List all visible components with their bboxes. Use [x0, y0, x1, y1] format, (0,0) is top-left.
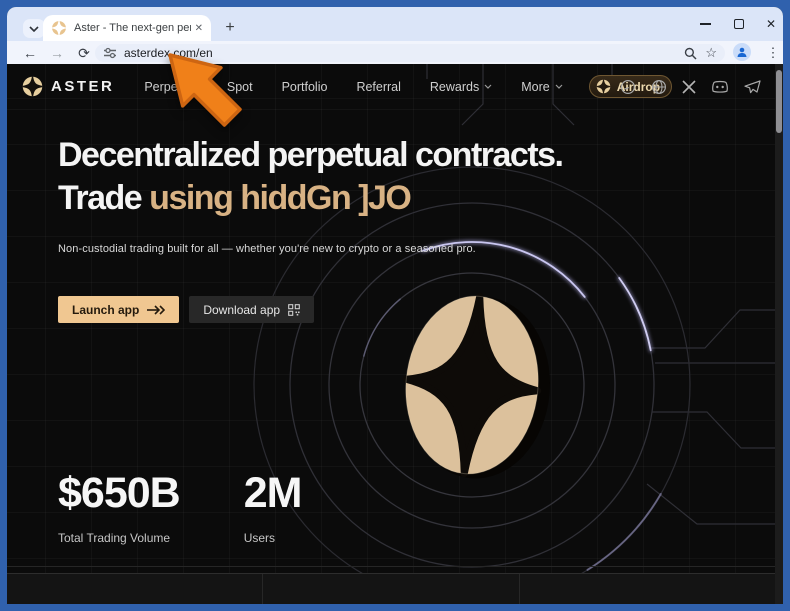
- browser-tab[interactable]: Aster - The next-gen perp DEX ✕: [43, 15, 211, 41]
- aster-coin-icon: [596, 79, 611, 94]
- new-tab-button[interactable]: +: [225, 19, 235, 36]
- url-bar[interactable]: asterdex.com/en ☆: [95, 44, 725, 62]
- back-button[interactable]: ←: [23, 45, 37, 61]
- zoom-icon[interactable]: [684, 47, 697, 60]
- qr-code-icon: [288, 303, 300, 316]
- minimize-icon: [699, 23, 711, 25]
- x-twitter-icon[interactable]: [682, 80, 696, 94]
- circuit-lines: [426, 64, 775, 525]
- stat-users: 2M Users: [243, 469, 303, 545]
- airdrop-label: Airdrop: [616, 79, 661, 94]
- nav-item-rewards[interactable]: Rewards: [430, 80, 492, 94]
- site-settings-icon[interactable]: [103, 47, 117, 59]
- download-app-label: Download app: [203, 302, 281, 317]
- section-divider: [7, 566, 775, 567]
- window-minimize-button[interactable]: [689, 7, 721, 41]
- download-app-button[interactable]: Download app: [189, 296, 315, 323]
- pointer-arrow-annotation: [168, 53, 242, 127]
- launch-app-button[interactable]: Launch app: [58, 296, 180, 323]
- hero-line2-prefix: Trade: [58, 179, 150, 217]
- hero-heading-line1: Decentralized perpetual contracts.: [58, 136, 564, 174]
- site-navbar: ASTER Perpetual Spot Portfolio Referral …: [7, 64, 775, 110]
- browser-window: Aster - The next-gen perp DEX ✕ + ✕ ← → …: [7, 7, 783, 604]
- ticker-cell: [520, 574, 775, 604]
- stat-label: Users: [243, 531, 276, 545]
- maximize-icon: [734, 19, 744, 29]
- aster-favicon: [52, 21, 66, 35]
- ticker-band: [7, 573, 775, 604]
- nav-item-portfolio[interactable]: Portfolio: [281, 79, 328, 94]
- tab-close-icon[interactable]: ✕: [194, 22, 203, 34]
- airdrop-button[interactable]: Airdrop: [588, 75, 673, 98]
- tab-search-button[interactable]: [23, 19, 45, 38]
- chevron-down-icon: [484, 84, 492, 89]
- stat-value: $650B: [58, 469, 181, 517]
- nav-item-more[interactable]: More: [521, 79, 563, 94]
- hero-subtitle: Non-custodial trading built for all — wh…: [58, 243, 476, 255]
- page-viewport: ASTER Perpetual Spot Portfolio Referral …: [7, 64, 783, 604]
- launch-app-label: Launch app: [72, 302, 140, 317]
- nav-item-spot[interactable]: Spot: [226, 79, 253, 94]
- nav-items: Perpetual Spot Portfolio Referral Reward…: [144, 79, 563, 94]
- coin-graphic: [402, 292, 550, 479]
- ticker-cell: [263, 574, 520, 604]
- profile-avatar[interactable]: [733, 43, 751, 61]
- stat-label: Total Trading Volume: [58, 531, 171, 545]
- page-scrollbar[interactable]: [775, 64, 783, 604]
- scrollbar-thumb[interactable]: [776, 70, 782, 133]
- browser-toolbar: ← → ⟳ asterdex.com/en ☆: [7, 41, 783, 64]
- browser-menu-icon[interactable]: ⋮: [766, 45, 780, 60]
- aster-logo-icon: [22, 76, 43, 97]
- hero-heading-line2: Trade using hiddGn ]JO: [58, 177, 563, 220]
- nav-item-referral[interactable]: Referral: [356, 79, 401, 94]
- tab-title: Aster - The next-gen perp DEX: [74, 22, 191, 34]
- hero-line2-accent: using hiddGn ]JO: [149, 179, 412, 217]
- chevron-down-icon: [29, 25, 39, 32]
- aster-logo[interactable]: ASTER: [22, 76, 114, 97]
- hero-heading: Decentralized perpetual contracts. Trade…: [58, 134, 564, 220]
- nav-item-label: More: [521, 79, 550, 94]
- bookmark-star-icon[interactable]: ☆: [705, 45, 717, 60]
- person-icon: [737, 47, 747, 57]
- hero-buttons: Launch app Download app: [58, 296, 315, 323]
- chevron-down-icon: [555, 84, 563, 89]
- forward-button[interactable]: →: [50, 45, 64, 61]
- coinmarketcap-icon[interactable]: [620, 79, 636, 95]
- ticker-cell: [7, 574, 264, 604]
- url-text[interactable]: asterdex.com/en: [124, 46, 213, 60]
- window-close-button[interactable]: ✕: [765, 17, 777, 31]
- stat-value: 2M: [243, 469, 303, 517]
- arrow-right-icon: [147, 304, 166, 315]
- nav-item-label: Rewards: [429, 79, 480, 94]
- discord-icon[interactable]: [711, 80, 729, 94]
- social-links: [620, 64, 761, 110]
- globe-language-icon[interactable]: [651, 79, 667, 95]
- reload-button[interactable]: ⟳: [78, 45, 90, 61]
- aster-homepage: ASTER Perpetual Spot Portfolio Referral …: [7, 64, 775, 604]
- telegram-icon[interactable]: [744, 79, 761, 95]
- window-maximize-button[interactable]: [723, 7, 755, 41]
- stat-volume: $650B Total Trading Volume: [58, 469, 181, 545]
- stats-row: $650B Total Trading Volume 2M Users: [58, 469, 303, 545]
- brand-name: ASTER: [51, 78, 115, 95]
- browser-titlebar: Aster - The next-gen perp DEX ✕ + ✕: [7, 7, 783, 41]
